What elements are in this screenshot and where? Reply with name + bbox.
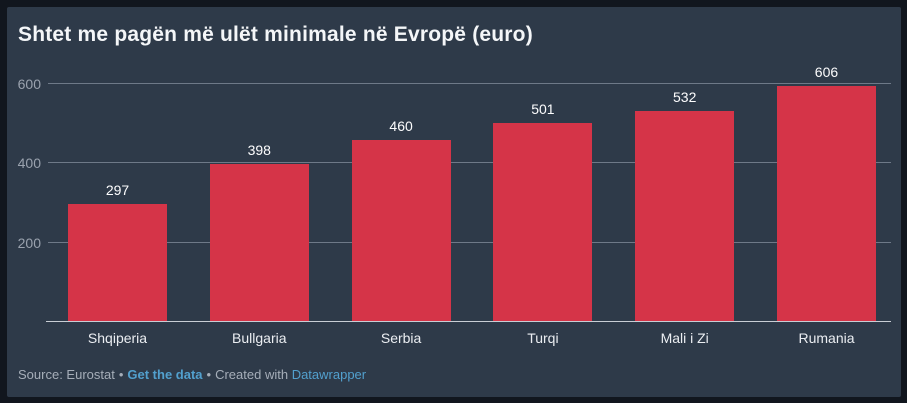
x-axis-label: Serbia (380, 330, 422, 346)
gridline-400 (48, 162, 891, 164)
x-axis-line (46, 321, 891, 322)
chart-footer: Source: Eurostat • Get the data • Created wi… (18, 367, 366, 382)
footer-separator: • (118, 367, 124, 382)
bar-value-label: 532 (673, 88, 697, 105)
bar-column-Rumania: 606 (776, 64, 876, 322)
gridline-600 (48, 83, 891, 84)
bar-column-Turqi: 501 (493, 64, 593, 322)
bar-value-label: 398 (247, 142, 271, 159)
bar (493, 123, 593, 322)
bar-column-Bullgaria: 398 (209, 64, 309, 322)
bar-value-label: 460 (389, 117, 413, 134)
get-the-data-link[interactable]: Get the data (127, 367, 203, 382)
x-axis-label: Shqiperia (87, 330, 148, 346)
bar-column-Serbia: 460 (351, 64, 451, 322)
gridline-200 (48, 241, 891, 243)
bar (351, 139, 451, 322)
bars-container: 297 398 460 501 532 606 (68, 64, 876, 322)
footer-separator: • (206, 367, 212, 382)
bar (635, 110, 735, 322)
created-with-text: Created with (215, 367, 289, 382)
datawrapper-link[interactable]: Datawrapper (291, 367, 367, 382)
y-tick-label-600: 600 (17, 76, 41, 92)
bar (776, 86, 876, 322)
y-tick-label-400: 400 (17, 155, 41, 172)
source-text: Source: Eurostat (18, 367, 115, 382)
chart-title: Shtet me pagën më ulët minimale në Evrop… (18, 23, 533, 46)
bar (209, 164, 309, 322)
bar-column-Mali i Zi: 532 (635, 64, 735, 322)
bar-value-label: 297 (105, 182, 130, 199)
x-axis-label: Mali i Zi (660, 330, 709, 346)
x-axis-label: Rumania (798, 330, 855, 346)
bar-value-label: 606 (814, 64, 839, 80)
bar-value-label: 501 (531, 101, 555, 118)
bar (68, 204, 167, 322)
x-axis-label: Bullgaria (232, 330, 287, 346)
x-axis-label: Turqi (527, 330, 559, 346)
plot-area: 200 400 600 297 398 460 501 532 606 (7, 64, 901, 322)
bar-column-Shqiperia: 297 (68, 64, 167, 322)
chart-card: Shtet me pagën më ulët minimale në Evrop… (7, 7, 901, 397)
x-axis-labels: Shqiperia Bullgaria Serbia Turqi Mali i Zi Ru… (68, 330, 876, 346)
y-tick-label-200: 200 (17, 234, 41, 251)
